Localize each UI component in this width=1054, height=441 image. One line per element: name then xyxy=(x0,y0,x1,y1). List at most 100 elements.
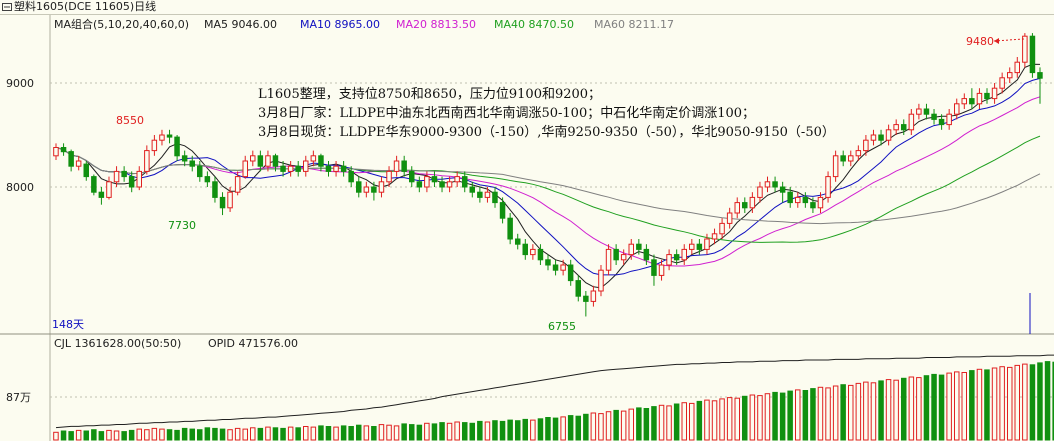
open-interest-line xyxy=(55,354,1054,429)
volume-bar xyxy=(878,380,884,441)
annotation-line-3: 3月8日现货：LLDPE华东9000-9300（-150）,华南9250-935… xyxy=(258,124,835,140)
candle-body xyxy=(666,254,672,266)
volume-bar xyxy=(234,427,241,441)
candle-body xyxy=(166,134,173,138)
volume-bar xyxy=(590,412,597,441)
candle-body xyxy=(719,222,725,235)
volume-bar xyxy=(242,428,248,441)
window-title-bar: 塑料1605(DCE 11605)日线 xyxy=(0,0,1054,15)
candle-body xyxy=(787,191,793,204)
candle-body xyxy=(121,170,127,178)
candle-body xyxy=(310,155,317,162)
candle-body xyxy=(227,191,233,209)
cjl-label: CJL 1361628.00(50:50) xyxy=(54,337,181,350)
candle-body xyxy=(863,139,869,152)
candle-body xyxy=(1037,72,1043,79)
volume-bar xyxy=(83,430,89,441)
candle-body xyxy=(575,280,581,297)
volume-bar xyxy=(658,404,665,441)
volume-bar xyxy=(1037,362,1043,441)
candle-body xyxy=(128,176,135,188)
volume-bar xyxy=(507,419,513,441)
opid-label: OPID 471576.00 xyxy=(208,337,298,350)
candle-body xyxy=(356,181,362,193)
volume-bar xyxy=(257,427,264,441)
volume-bar xyxy=(1029,364,1036,441)
candle-body xyxy=(855,150,862,157)
volume-bar xyxy=(454,421,460,441)
volume-bar xyxy=(439,422,445,441)
volume-bar xyxy=(318,425,324,441)
candle-body xyxy=(68,151,74,167)
candle-body xyxy=(431,176,438,183)
candle-body xyxy=(280,165,286,172)
candle-body xyxy=(159,134,165,141)
candle-body xyxy=(401,160,407,172)
volume-bar xyxy=(287,426,294,441)
candle-body xyxy=(923,108,930,115)
candle-body xyxy=(742,202,748,209)
ma10-label: MA10 8965.00 xyxy=(300,18,380,31)
candle-body xyxy=(515,238,521,245)
volume-bar xyxy=(189,428,195,441)
volume-bar xyxy=(938,374,945,441)
candle-body xyxy=(878,134,884,141)
candle-body xyxy=(363,186,370,193)
candle-body xyxy=(371,186,377,193)
candle-body xyxy=(969,98,975,105)
volume-bar xyxy=(969,370,975,441)
candlestick-series xyxy=(53,33,1043,317)
candle-body xyxy=(507,217,513,240)
candle-body xyxy=(840,155,846,162)
marker-high-8550: 8550 xyxy=(116,114,144,127)
volume-bar xyxy=(340,425,347,441)
candle-body xyxy=(825,176,831,198)
candle-body xyxy=(658,264,665,276)
days-label: 148天 xyxy=(52,318,84,331)
volume-bar xyxy=(515,420,521,441)
marker-low-6755: 6755 xyxy=(548,320,576,333)
volume-bar xyxy=(416,424,423,441)
volume-bar xyxy=(832,385,839,441)
volume-bar xyxy=(356,424,362,441)
candle-body xyxy=(681,248,687,261)
volume-y-tick: 87万 xyxy=(6,391,31,404)
volume-bar xyxy=(424,422,430,441)
moving-average-lines xyxy=(55,63,1041,289)
candle-body xyxy=(885,129,892,141)
volume-bar xyxy=(181,427,188,441)
candle-body xyxy=(991,87,998,100)
volume-bar xyxy=(772,391,778,441)
ma-line-ma60 xyxy=(55,147,1041,225)
volume-bar xyxy=(810,388,816,441)
candle-body xyxy=(696,243,703,250)
volume-bar xyxy=(91,429,97,441)
candle-body xyxy=(272,155,279,167)
volume-bar xyxy=(742,395,748,441)
volume-bar xyxy=(462,422,468,441)
candle-body xyxy=(757,186,763,198)
volume-bar xyxy=(303,426,309,441)
candle-body xyxy=(901,124,907,131)
candle-body xyxy=(106,181,112,198)
volume-bar xyxy=(931,373,937,441)
candle-body xyxy=(673,254,680,261)
volume-bar xyxy=(477,420,483,441)
marker-arrowhead-icon xyxy=(994,38,999,44)
volume-bar xyxy=(764,393,771,441)
candle-body xyxy=(560,264,566,271)
volume-bar xyxy=(704,399,710,441)
volume-bar xyxy=(1052,361,1054,441)
candle-body xyxy=(492,191,498,204)
candle-body xyxy=(250,155,256,162)
opid-line xyxy=(55,354,1054,429)
volume-bar xyxy=(1044,361,1051,441)
candle-body xyxy=(893,124,899,131)
volume-bar xyxy=(325,426,332,441)
candle-body xyxy=(462,176,468,188)
candle-body xyxy=(938,118,945,126)
volume-bar xyxy=(1022,363,1028,441)
candle-body xyxy=(204,176,211,183)
volume-bar xyxy=(113,430,120,441)
